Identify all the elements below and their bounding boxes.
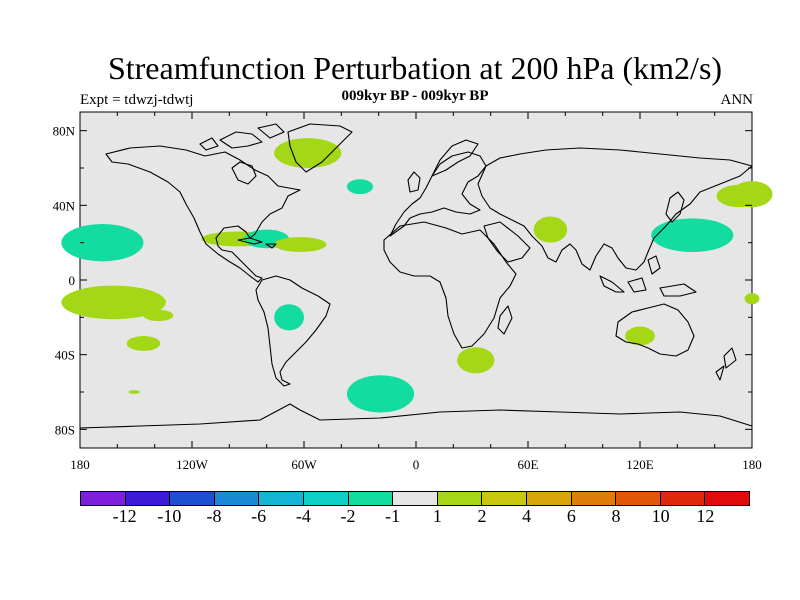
colorbar-label: 10 xyxy=(651,506,670,526)
colorbar-label: -4 xyxy=(295,506,311,526)
colorbar-swatch-14 xyxy=(705,492,749,505)
y-tick-label: 40S xyxy=(55,348,75,363)
map-frame xyxy=(79,111,753,449)
positive-anomaly-17 xyxy=(625,326,655,346)
positive-anomaly-8 xyxy=(274,237,327,253)
positive-anomaly-14 xyxy=(533,216,568,243)
colorbar-label: -6 xyxy=(251,506,267,526)
coast-arctic-islands xyxy=(199,123,285,151)
colorbar-label: 4 xyxy=(522,506,532,526)
colorbar-swatch-10 xyxy=(526,492,572,505)
colorbar-label: 1 xyxy=(432,506,442,526)
coastlines xyxy=(79,123,753,429)
colorbar-label: -1 xyxy=(385,506,401,526)
y-tick-label: 0 xyxy=(69,273,76,288)
colorbar-label: -2 xyxy=(340,506,356,526)
colorbar-label: -8 xyxy=(206,506,222,526)
coast-caribbean xyxy=(237,237,277,249)
positive-anomaly-18 xyxy=(744,293,760,305)
map-title: Streamfunction Perturbation at 200 hPa (… xyxy=(107,50,723,86)
x-tick-label: 120W xyxy=(176,457,209,472)
y-tick-label: 40N xyxy=(53,198,76,213)
y-tick-label: 80N xyxy=(53,124,76,139)
x-tick-label: 60W xyxy=(291,457,317,472)
coast-south-america xyxy=(255,275,331,387)
colorbar-swatch-0 xyxy=(81,492,126,505)
coast-scandinavia xyxy=(431,139,479,177)
colorbar-label: -10 xyxy=(157,506,182,526)
coast-africa xyxy=(383,221,517,349)
colorbar-swatch-3 xyxy=(214,492,260,505)
coast-asia xyxy=(477,147,753,271)
coast-australia xyxy=(615,303,695,357)
y-axis-labels: 80N 40N 0 40S 80S xyxy=(53,124,76,438)
coast-madagascar xyxy=(497,305,513,335)
coast-hudson-bay xyxy=(231,161,257,185)
coast-britain xyxy=(407,171,421,193)
positive-anomaly-4 xyxy=(126,336,161,351)
colorbar-swatch-1 xyxy=(125,492,171,505)
axis-ticks xyxy=(79,112,753,448)
coast-japan xyxy=(665,191,685,223)
x-tick-label: 180 xyxy=(70,457,90,472)
coast-antarctica xyxy=(79,403,753,429)
coast-greenland xyxy=(287,123,353,173)
colorbar-swatch-7 xyxy=(393,492,438,505)
negative-anomaly-1 xyxy=(61,224,144,262)
x-tick-label: 60E xyxy=(518,457,539,472)
x-tick-label: 180 xyxy=(742,457,762,472)
negative-anomaly-12 xyxy=(346,375,415,413)
world-map: 180 120W 60W 0 60E 120E 180 80N 40N 0 40S 80S xyxy=(53,111,773,472)
negative-anomaly-11 xyxy=(346,179,374,195)
colorbar-label: 12 xyxy=(696,506,715,526)
positive-anomaly-16 xyxy=(716,184,762,208)
colorbar-swatch-5 xyxy=(303,492,349,505)
experiment-label: Expt = tdwzj-tdwtj xyxy=(80,92,194,108)
x-tick-label: 0 xyxy=(413,457,420,472)
colorbar-swatch-9 xyxy=(482,492,527,505)
coast-new-zealand xyxy=(715,347,737,381)
colorbar-swatch-12 xyxy=(616,492,661,505)
colorbar-label: 2 xyxy=(477,506,487,526)
positive-anomaly-5 xyxy=(128,390,140,394)
anomaly-layer xyxy=(61,138,773,413)
negative-anomaly-15 xyxy=(651,218,734,252)
x-axis-labels: 180 120W 60W 0 60E 120E 180 xyxy=(70,457,762,472)
colorbar-labels: -12 -10 -8 -6 -4 -2 -1 1 2 4 6 8 10 12 xyxy=(80,506,750,530)
colorbar-swatch-11 xyxy=(571,492,617,505)
season-label: ANN xyxy=(720,92,754,108)
colorbar-label: 6 xyxy=(566,506,576,526)
positive-anomaly-13 xyxy=(457,347,495,374)
colorbar-label: 8 xyxy=(611,506,621,526)
colorbar-swatch-2 xyxy=(170,492,215,505)
colorbar-label: -12 xyxy=(112,506,137,526)
coast-sea-islands xyxy=(599,255,697,297)
colorbar-swatch-13 xyxy=(660,492,706,505)
positive-anomaly-10 xyxy=(274,138,342,168)
map-subtitle: 009kyr BP - 009kyr BP xyxy=(341,88,489,104)
colorbar-swatch-6 xyxy=(348,492,394,505)
colorbar-swatch-4 xyxy=(259,492,304,505)
coast-north-america xyxy=(105,145,301,283)
positive-anomaly-3 xyxy=(143,309,174,322)
colorbar xyxy=(80,491,750,506)
negative-anomaly-9 xyxy=(274,304,305,331)
colorbar-swatch-8 xyxy=(437,492,483,505)
y-tick-label: 80S xyxy=(55,422,75,437)
coast-arabia xyxy=(483,221,531,263)
positive-anomaly-2 xyxy=(61,285,166,320)
x-tick-label: 120E xyxy=(626,457,654,472)
coast-europe xyxy=(389,151,487,237)
